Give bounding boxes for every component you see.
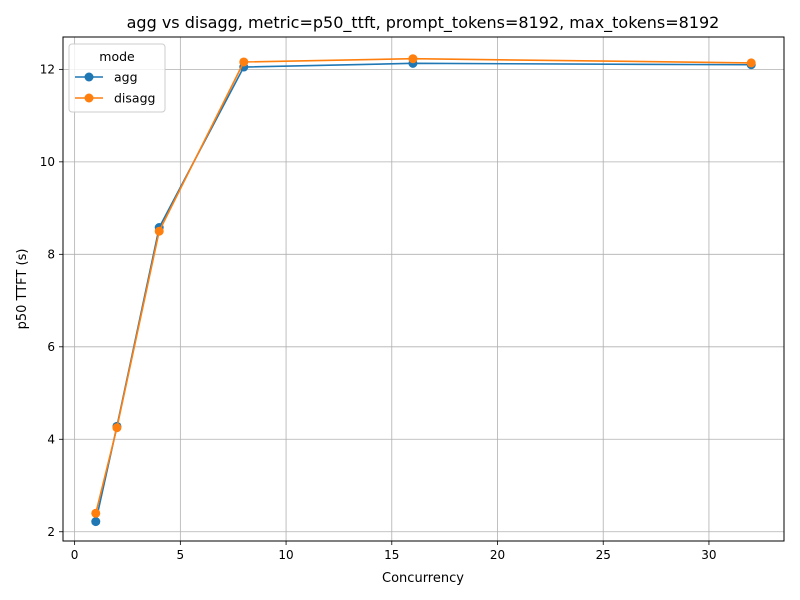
y-tick-label: 2: [47, 525, 55, 539]
legend-box: [68, 43, 166, 113]
y-tick-label: 8: [47, 247, 55, 261]
x-tick-label: 30: [701, 548, 716, 562]
series-line-agg: [94, 62, 752, 522]
legend-marker-agg: [84, 72, 94, 82]
legend-title: mode: [99, 49, 135, 64]
legend-label-agg: agg: [114, 70, 138, 85]
y-tick-label: 12: [40, 62, 55, 76]
grid-lines: [63, 37, 784, 541]
legend-marker-disagg: [84, 93, 94, 103]
x-tick-label: 10: [278, 548, 293, 562]
y-axis-ticks: 2 4 6 8 10 12: [40, 62, 63, 539]
data-point-agg: [91, 517, 101, 527]
plot-area: [91, 54, 756, 527]
series-agg: [91, 58, 756, 527]
x-tick-label: 0: [71, 548, 79, 562]
series-disagg: [91, 54, 756, 518]
legend: mode agg disagg: [68, 43, 166, 113]
data-point-disagg: [239, 57, 249, 67]
x-axis-label: Concurrency: [382, 571, 464, 586]
data-point-disagg: [408, 54, 418, 64]
y-tick-label: 10: [40, 155, 55, 169]
x-axis-ticks: 0 5 10 15 20 25 30: [71, 541, 717, 562]
data-point-disagg: [746, 58, 756, 68]
legend-label-disagg: disagg: [114, 91, 155, 106]
data-point-disagg: [112, 423, 122, 433]
x-tick-label: 5: [177, 548, 185, 562]
y-tick-label: 6: [47, 340, 55, 354]
y-tick-label: 4: [47, 432, 55, 446]
data-point-disagg: [91, 508, 101, 518]
x-tick-label: 20: [490, 548, 505, 562]
series-line-disagg: [94, 57, 752, 514]
data-point-disagg: [154, 226, 164, 236]
y-axis-label: p50 TTFT (s): [15, 249, 30, 330]
x-tick-label: 15: [384, 548, 399, 562]
plot-frame: [62, 36, 785, 542]
chart-title: agg vs disagg, metric=p50_ttft, prompt_t…: [127, 13, 720, 33]
x-tick-label: 25: [596, 548, 611, 562]
